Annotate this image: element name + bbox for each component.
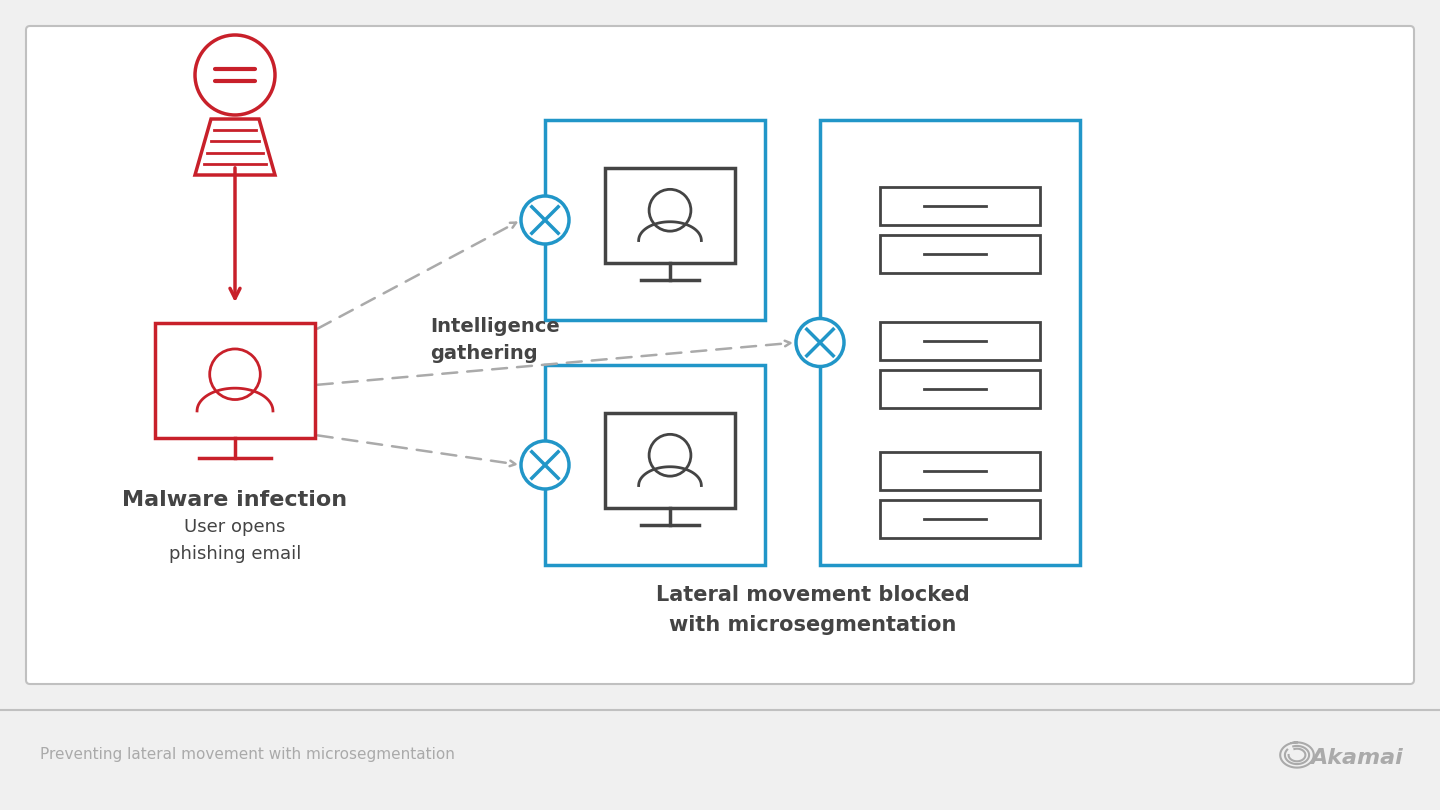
Text: Lateral movement blocked
with microsegmentation: Lateral movement blocked with microsegme… (655, 585, 969, 634)
Circle shape (194, 35, 275, 115)
FancyBboxPatch shape (544, 120, 765, 320)
FancyBboxPatch shape (605, 412, 734, 508)
Circle shape (796, 318, 844, 366)
FancyBboxPatch shape (880, 235, 1040, 273)
Circle shape (649, 434, 691, 476)
FancyBboxPatch shape (544, 365, 765, 565)
Circle shape (521, 441, 569, 489)
FancyBboxPatch shape (605, 168, 734, 262)
Circle shape (649, 190, 691, 231)
Circle shape (521, 196, 569, 244)
FancyBboxPatch shape (880, 452, 1040, 490)
Polygon shape (194, 119, 275, 175)
Text: Intelligence
gathering: Intelligence gathering (431, 318, 560, 363)
FancyBboxPatch shape (880, 370, 1040, 408)
FancyBboxPatch shape (880, 500, 1040, 538)
FancyBboxPatch shape (26, 26, 1414, 684)
FancyBboxPatch shape (156, 322, 315, 437)
FancyBboxPatch shape (880, 322, 1040, 360)
Circle shape (210, 349, 261, 399)
FancyBboxPatch shape (819, 120, 1080, 565)
FancyBboxPatch shape (880, 187, 1040, 225)
Text: Akamai: Akamai (1310, 748, 1403, 768)
Text: User opens
phishing email: User opens phishing email (168, 518, 301, 563)
Text: Malware infection: Malware infection (122, 491, 347, 510)
Text: Preventing lateral movement with microsegmentation: Preventing lateral movement with microse… (40, 748, 455, 762)
